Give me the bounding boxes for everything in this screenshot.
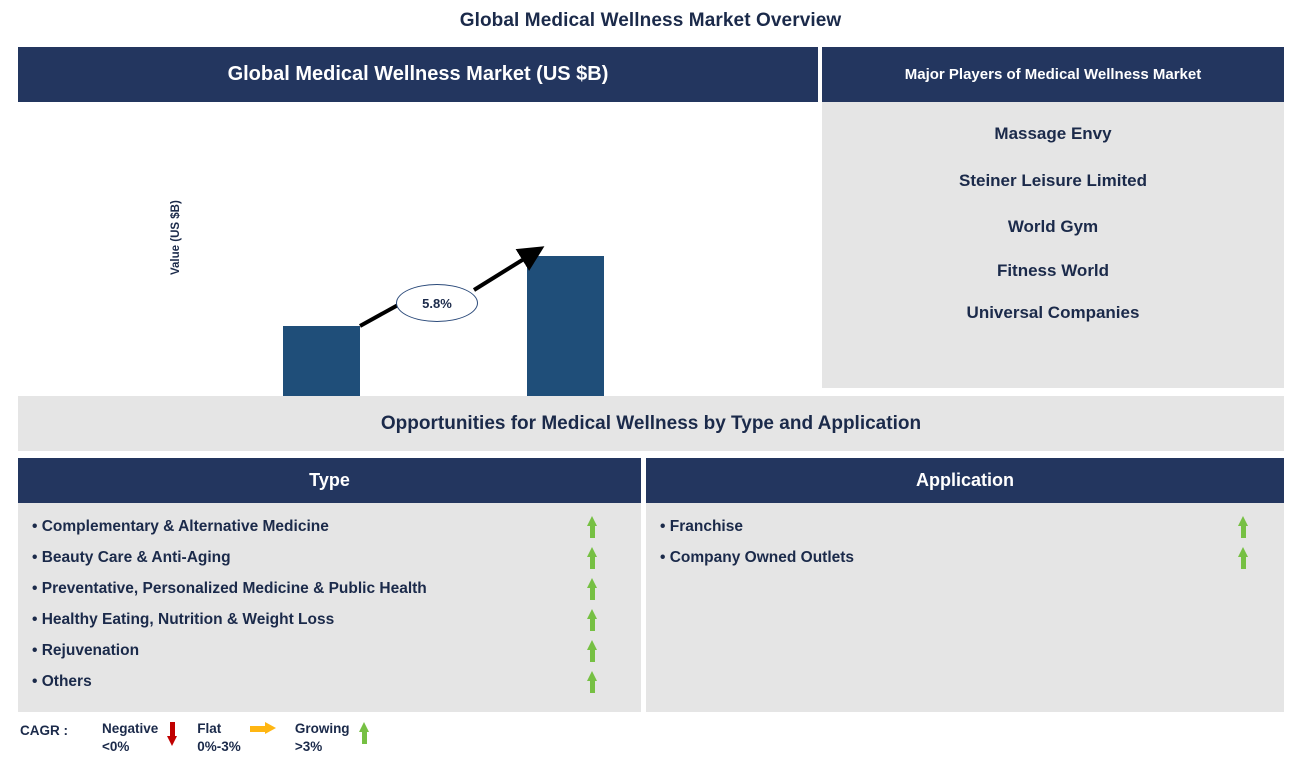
arrow-up-green-icon <box>586 608 598 631</box>
application-column-header: Application <box>646 458 1284 503</box>
legend-name: Flat <box>197 721 222 736</box>
page-title: Global Medical Wellness Market Overview <box>459 10 842 31</box>
chart-panel-header: Global Medical Wellness Market (US $B) <box>18 47 818 102</box>
legend-name: Growing <box>294 721 350 736</box>
chart-y-axis-label: Value (US $B) <box>170 200 182 275</box>
trend-cell <box>575 546 609 569</box>
trend-cell <box>1226 546 1260 569</box>
arrow-up-green-icon <box>586 577 598 600</box>
trend-cell <box>1226 515 1260 538</box>
application-item-label: • Company Owned Outlets <box>660 548 855 566</box>
trend-cell <box>575 670 609 693</box>
cagr-legend: CAGR : Negative <0% Flat 0%-3% Growing >… <box>20 720 389 756</box>
cagr-arrow-icon <box>359 246 545 328</box>
cagr-value-bubble: 5.8% <box>396 284 478 322</box>
opportunities-application-panel: Application • Franchise • Company Owned … <box>646 458 1284 712</box>
legend-item-negative: Negative <0% <box>102 720 187 756</box>
arrow-down-red-icon <box>167 722 178 746</box>
major-players-header: Major Players of Medical Wellness Market <box>822 47 1284 102</box>
arrow-up-green-icon <box>1237 546 1249 569</box>
list-item: • Complementary & Alternative Medicine <box>18 511 641 542</box>
legend-title: CAGR : <box>20 723 68 738</box>
type-item-label: • Rejuvenation <box>32 641 140 659</box>
list-item: • Beauty Care & Anti-Aging <box>18 542 641 573</box>
list-item: • Company Owned Outlets <box>646 542 1284 573</box>
arrow-up-green-icon <box>586 515 598 538</box>
arrow-up-green-icon <box>586 639 598 662</box>
legend-item-flat: Flat 0%-3% <box>197 720 285 756</box>
type-rows: • Complementary & Alternative Medicine •… <box>18 503 641 697</box>
trend-cell <box>575 639 609 662</box>
application-item-label: • Franchise <box>660 517 743 535</box>
legend-labels: Negative <0% <box>102 720 158 756</box>
list-item: • Rejuvenation <box>18 635 641 666</box>
legend-range: 0%-3% <box>197 739 241 755</box>
list-item: • Franchise <box>646 511 1284 542</box>
list-item: Universal Companies <box>966 303 1140 323</box>
type-item-label: • Beauty Care & Anti-Aging <box>32 548 231 566</box>
legend-labels: Growing >3% <box>295 720 350 756</box>
arrow-up-green-icon <box>586 670 598 693</box>
legend-range: >3% <box>294 739 323 755</box>
list-item: Massage Envy <box>994 124 1112 143</box>
list-item: World Gym <box>1007 217 1099 237</box>
type-item-label: • Others <box>32 672 92 690</box>
type-item-label: • Preventative, Personalized Medicine & … <box>32 579 427 597</box>
list-item: • Healthy Eating, Nutrition & Weight Los… <box>18 604 641 635</box>
list-item: • Others <box>18 666 641 697</box>
legend-name: Negative <box>102 721 159 736</box>
major-players-list: Massage Envy Steiner Leisure Limited Wor… <box>822 102 1284 388</box>
list-item: Fitness World <box>996 260 1110 280</box>
major-players-panel: Major Players of Medical Wellness Market… <box>822 47 1284 388</box>
application-rows: • Franchise • Company Owned Outlets <box>646 503 1284 573</box>
legend-item-growing: Growing >3% <box>295 720 379 756</box>
list-item: • Preventative, Personalized Medicine & … <box>18 573 641 604</box>
trend-cell <box>575 608 609 631</box>
arrow-right-orange-icon <box>249 722 276 734</box>
legend-range: <0% <box>102 739 130 755</box>
market-chart-panel: Global Medical Wellness Market (US $B) V… <box>18 47 818 487</box>
arrow-up-green-icon <box>358 722 370 744</box>
opportunities-type-panel: Type • Complementary & Alternative Medic… <box>18 458 641 712</box>
type-column-header: Type <box>18 458 641 503</box>
arrow-up-green-icon <box>1237 515 1249 538</box>
arrow-up-green-icon <box>586 546 598 569</box>
legend-labels: Flat 0%-3% <box>197 720 241 756</box>
trend-cell <box>575 515 609 538</box>
trend-cell <box>575 577 609 600</box>
chart-plot-area: Value (US $B) 2026 2035 5.8% Source : Lu… <box>18 102 818 487</box>
opportunities-band-title: Opportunities for Medical Wellness by Ty… <box>18 396 1284 451</box>
type-item-label: • Healthy Eating, Nutrition & Weight Los… <box>32 610 335 628</box>
list-item: Steiner Leisure Limited <box>959 170 1147 190</box>
type-item-label: • Complementary & Alternative Medicine <box>32 517 329 535</box>
